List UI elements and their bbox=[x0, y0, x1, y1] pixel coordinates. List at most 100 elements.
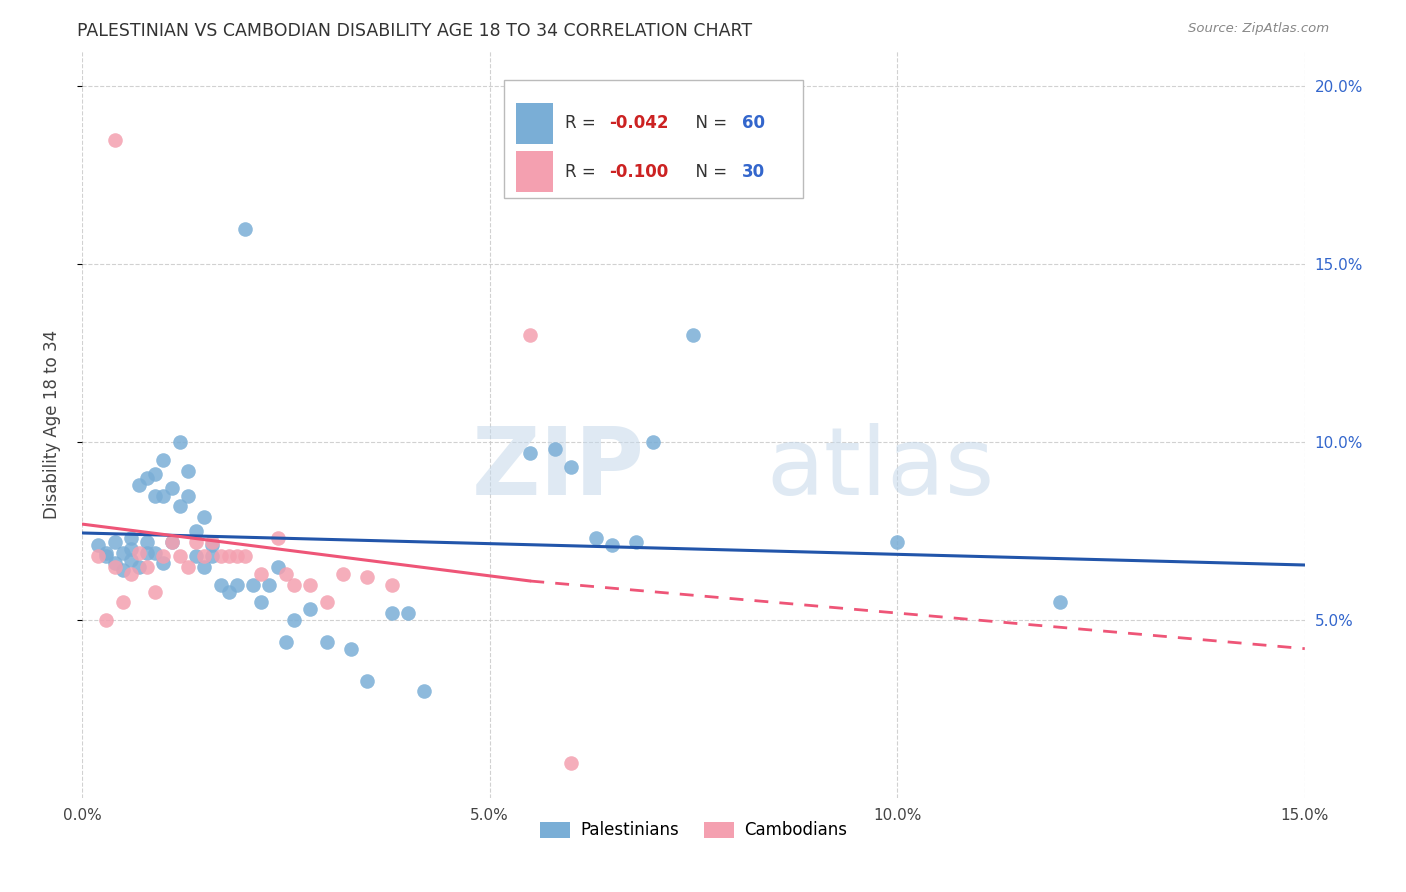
Point bbox=[136, 559, 159, 574]
Text: 60: 60 bbox=[742, 114, 765, 132]
Point bbox=[103, 534, 125, 549]
Point bbox=[120, 552, 142, 566]
Point bbox=[169, 435, 191, 450]
Point bbox=[340, 641, 363, 656]
Point bbox=[283, 577, 305, 591]
Point bbox=[332, 566, 354, 581]
Point bbox=[120, 531, 142, 545]
Text: N =: N = bbox=[685, 162, 733, 181]
Point bbox=[315, 595, 337, 609]
Point bbox=[544, 442, 567, 457]
Point bbox=[128, 478, 150, 492]
Point bbox=[111, 563, 134, 577]
Point bbox=[413, 684, 436, 698]
Point bbox=[103, 556, 125, 570]
Legend: Palestinians, Cambodians: Palestinians, Cambodians bbox=[533, 814, 853, 846]
Point bbox=[266, 531, 288, 545]
Point bbox=[160, 534, 183, 549]
Point bbox=[560, 756, 582, 770]
Point bbox=[259, 577, 281, 591]
Point bbox=[103, 559, 125, 574]
Text: Source: ZipAtlas.com: Source: ZipAtlas.com bbox=[1188, 22, 1329, 36]
Point bbox=[381, 577, 404, 591]
FancyBboxPatch shape bbox=[503, 79, 803, 198]
Text: 30: 30 bbox=[742, 162, 765, 181]
Text: -0.042: -0.042 bbox=[609, 114, 668, 132]
Point bbox=[136, 471, 159, 485]
Point bbox=[184, 524, 207, 539]
Point bbox=[299, 577, 322, 591]
Point bbox=[585, 531, 607, 545]
Point bbox=[209, 577, 232, 591]
Point bbox=[160, 482, 183, 496]
Point bbox=[128, 545, 150, 559]
Point bbox=[160, 534, 183, 549]
Point bbox=[315, 634, 337, 648]
Point bbox=[233, 221, 256, 235]
Point bbox=[193, 559, 215, 574]
Point bbox=[177, 464, 200, 478]
Point bbox=[143, 545, 166, 559]
Point bbox=[886, 534, 908, 549]
Point bbox=[193, 549, 215, 563]
Text: R =: R = bbox=[565, 162, 600, 181]
Point bbox=[225, 549, 247, 563]
Point bbox=[111, 545, 134, 559]
Point bbox=[626, 534, 648, 549]
FancyBboxPatch shape bbox=[516, 152, 553, 193]
Point bbox=[1049, 595, 1071, 609]
Point bbox=[356, 570, 378, 584]
Point bbox=[560, 460, 582, 475]
Point bbox=[120, 541, 142, 556]
Point bbox=[201, 534, 224, 549]
Point bbox=[218, 584, 240, 599]
Point bbox=[201, 538, 224, 552]
Point bbox=[103, 133, 125, 147]
Point bbox=[193, 510, 215, 524]
Point bbox=[152, 549, 174, 563]
Point bbox=[152, 489, 174, 503]
Point bbox=[143, 467, 166, 482]
Point bbox=[356, 673, 378, 688]
Point bbox=[641, 435, 664, 450]
Point bbox=[143, 489, 166, 503]
Point bbox=[250, 566, 273, 581]
Point bbox=[184, 534, 207, 549]
Point bbox=[381, 606, 404, 620]
Point bbox=[682, 328, 704, 343]
Point bbox=[152, 556, 174, 570]
Point bbox=[152, 453, 174, 467]
Text: N =: N = bbox=[685, 114, 733, 132]
Point bbox=[233, 549, 256, 563]
Point bbox=[283, 613, 305, 627]
Point bbox=[87, 549, 110, 563]
Point bbox=[96, 545, 118, 559]
Point bbox=[177, 489, 200, 503]
Point bbox=[96, 613, 118, 627]
Point bbox=[225, 577, 247, 591]
Point bbox=[184, 549, 207, 563]
Point bbox=[274, 634, 297, 648]
FancyBboxPatch shape bbox=[516, 103, 553, 144]
Point bbox=[143, 584, 166, 599]
Text: R =: R = bbox=[565, 114, 600, 132]
Text: -0.100: -0.100 bbox=[609, 162, 668, 181]
Point bbox=[169, 549, 191, 563]
Point bbox=[111, 595, 134, 609]
Point bbox=[250, 595, 273, 609]
Point bbox=[299, 602, 322, 616]
Point bbox=[600, 538, 623, 552]
Point bbox=[266, 559, 288, 574]
Point bbox=[209, 549, 232, 563]
Text: atlas: atlas bbox=[766, 424, 995, 516]
Text: PALESTINIAN VS CAMBODIAN DISABILITY AGE 18 TO 34 CORRELATION CHART: PALESTINIAN VS CAMBODIAN DISABILITY AGE … bbox=[77, 22, 752, 40]
Point bbox=[136, 534, 159, 549]
Point bbox=[177, 559, 200, 574]
Point bbox=[136, 545, 159, 559]
Point bbox=[128, 559, 150, 574]
Point bbox=[242, 577, 264, 591]
Point bbox=[96, 549, 118, 563]
Point bbox=[87, 538, 110, 552]
Point bbox=[519, 328, 541, 343]
Point bbox=[201, 549, 224, 563]
